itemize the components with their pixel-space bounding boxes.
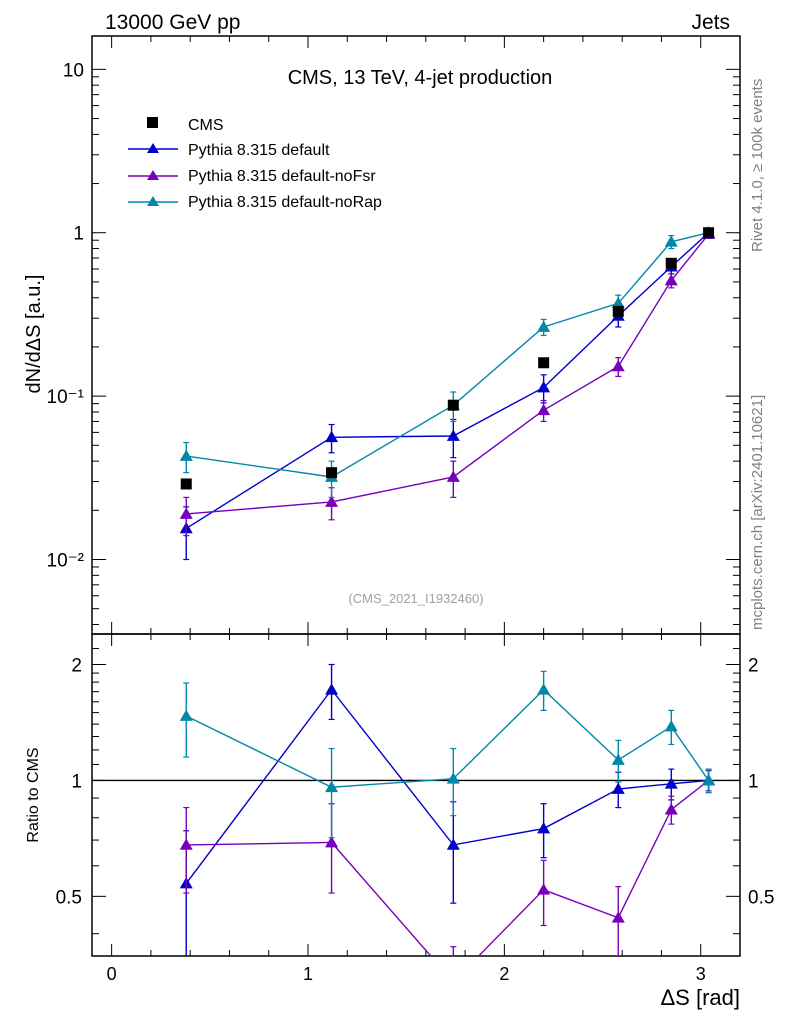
ratio-point-noRap: [611, 753, 625, 765]
y-tick-label-ratio-right: 1: [748, 771, 759, 792]
x-tick-label: 0: [107, 964, 117, 984]
y-tick-label-top: 10: [63, 60, 84, 81]
chart-title: CMS, 13 TeV, 4-jet production: [288, 67, 553, 89]
point-noRap: [537, 320, 551, 332]
point-default: [537, 380, 551, 393]
legend: CMS Pythia 8.315 default Pythia 8.315 de…: [128, 117, 382, 211]
ratio-panel: 0 1 2 3 0.5 0.5 1 1 2 2: [56, 633, 774, 986]
y-tick-label-ratio: 1: [71, 771, 82, 792]
ratio-point-noRap: [446, 772, 460, 784]
main-panel-marks: [179, 226, 716, 561]
y-axis-label-top: dN/dΔS [a.u.]: [23, 275, 45, 394]
point-noRap: [664, 235, 678, 247]
ratio-point-default: [611, 782, 625, 794]
point-noFsr: [446, 470, 460, 482]
series-line-default: [185, 232, 710, 530]
header-category-label: Jets: [691, 11, 730, 34]
ratio-point-noFsr: [611, 911, 625, 923]
series-line-noFsr: [186, 233, 710, 515]
ratio-line-noRap: [185, 688, 710, 788]
point-noFsr: [325, 495, 339, 507]
ratio-point-noRap: [537, 683, 551, 695]
point-noFsr: [664, 274, 678, 286]
ratio-line-noFsr: [186, 779, 710, 956]
legend-marker-norap: [147, 196, 159, 206]
ratio-point-noRap: [664, 720, 678, 732]
y-axis-label-ratio: Ratio to CMS: [25, 747, 42, 842]
data-point-cms: [326, 467, 338, 479]
ratio-point-default: [537, 822, 551, 834]
ratio-point-noRap: [702, 773, 716, 786]
data-point-cms: [612, 305, 624, 317]
point-default: [325, 430, 339, 443]
y-tick-label-ratio-right: 0.5: [748, 887, 774, 908]
x-tick-label: 1: [303, 964, 313, 984]
x-tick-label: 3: [696, 964, 706, 984]
legend-label-norap: Pythia 8.315 default-noRap: [188, 194, 382, 211]
y-tick-label-top: 10⁻¹: [47, 387, 85, 408]
x-tick-label: 2: [499, 964, 509, 984]
main-panel: 10⁻² 10⁻¹ 1 10: [47, 35, 741, 635]
point-noFsr: [611, 359, 625, 372]
header-energy-label: 13000 GeV pp: [105, 11, 240, 34]
rivet-version-label: Rivet 4.1.0, ≥ 100k events: [749, 79, 766, 252]
ratio-line-default: [185, 688, 709, 884]
mcplots-label: mcplots.cern.ch [arXiv:2401.10621]: [749, 395, 766, 630]
ratio-panel-frame: [91, 633, 741, 957]
point-noRap: [179, 449, 193, 461]
ratio-point-noFsr: [447, 975, 460, 986]
legend-marker-data: [147, 117, 158, 128]
data-point-cms: [447, 399, 459, 411]
data-point-cms: [180, 478, 192, 490]
legend-label-data: CMS: [188, 117, 224, 134]
ratio-point-noFsr: [664, 803, 678, 815]
y-tick-label-ratio: 2: [71, 655, 82, 676]
ratio-point-noFsr: [179, 838, 193, 850]
point-noFsr: [537, 403, 551, 416]
legend-marker-nofsr: [147, 170, 159, 180]
ratio-point-default: [664, 777, 678, 789]
ratio-point-noFsr: [537, 883, 551, 895]
data-point-cms: [665, 257, 677, 269]
point-noRap: [611, 296, 625, 309]
data-point-cms: [703, 227, 715, 239]
y-tick-label-top: 1: [73, 224, 84, 245]
legend-label-default: Pythia 8.315 default: [188, 142, 330, 159]
y-tick-label-ratio: 0.5: [56, 887, 82, 908]
legend-marker-default: [147, 143, 159, 153]
ratio-point-default: [446, 838, 460, 850]
analysis-tag: (CMS_2021_I1932460): [348, 591, 483, 606]
data-point-cms: [538, 357, 550, 369]
ratio-point-noRap: [179, 709, 193, 721]
legend-label-nofsr: Pythia 8.315 default-noFsr: [188, 168, 376, 185]
y-tick-label-top: 10⁻²: [47, 551, 85, 572]
point-default: [446, 429, 460, 441]
ratio-point-default: [325, 683, 339, 695]
point-noFsr: [179, 507, 193, 519]
y-tick-label-ratio-right: 2: [748, 655, 759, 676]
ratio-panel-marks: [179, 663, 716, 986]
ratio-point-noRap: [325, 780, 339, 793]
x-axis-label: ΔS [rad]: [660, 985, 740, 1010]
ratio-point-noFsr: [325, 835, 339, 848]
